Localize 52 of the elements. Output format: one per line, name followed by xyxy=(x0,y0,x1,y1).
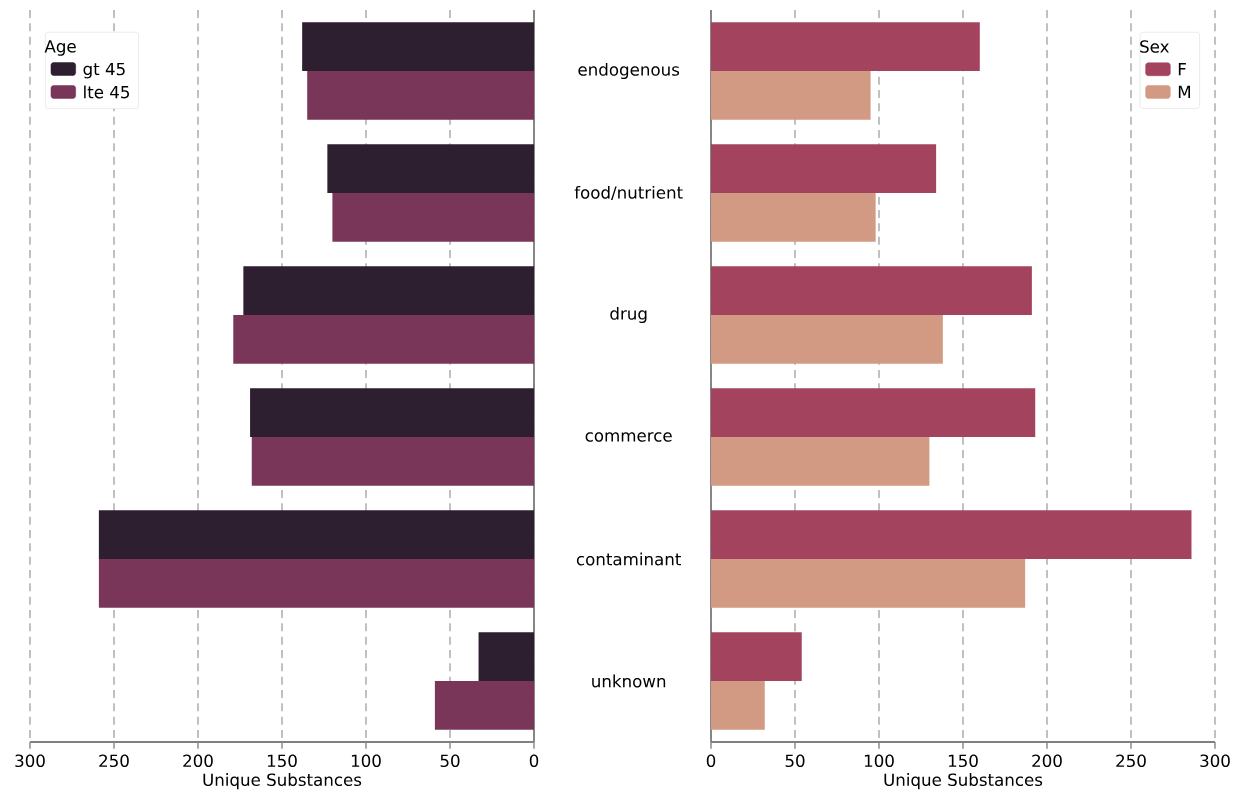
bar xyxy=(711,144,937,193)
x-axis-title: Unique Substances xyxy=(884,773,1043,790)
bar xyxy=(711,559,1026,608)
y-tick-label: drug xyxy=(610,306,647,324)
bar xyxy=(711,266,1032,315)
x-tick-label: 150 xyxy=(948,754,978,768)
bar xyxy=(307,71,534,120)
bar xyxy=(302,22,534,71)
bar xyxy=(251,437,534,486)
legend-title: Age xyxy=(44,40,76,56)
x-tick-label: 50 xyxy=(785,754,805,768)
legend-label: F xyxy=(1178,63,1186,76)
legend-label: M xyxy=(1178,85,1190,98)
bar xyxy=(332,193,534,242)
x-tick-label: 150 xyxy=(267,754,297,768)
bar xyxy=(434,680,534,730)
legend-label: gt 45 xyxy=(83,62,125,79)
x-axis-title: Unique Substances xyxy=(203,773,362,790)
bar xyxy=(711,71,871,120)
bar xyxy=(711,510,1192,559)
x-tick-label: 300 xyxy=(1200,754,1230,768)
legend-label: lte 45 xyxy=(84,85,130,99)
bar xyxy=(250,388,534,437)
x-tick-label: 0 xyxy=(529,754,539,768)
x-tick-label: 50 xyxy=(440,754,460,768)
bar xyxy=(327,144,534,193)
bar xyxy=(98,510,534,559)
y-tick-label: food/nutrient xyxy=(574,185,683,201)
x-tick-label: 300 xyxy=(15,754,45,768)
x-tick-label: 100 xyxy=(351,754,381,768)
x-tick-label: 0 xyxy=(706,754,716,768)
bar xyxy=(478,632,534,681)
bar xyxy=(711,315,943,364)
legend-title: Sex xyxy=(1140,40,1169,53)
x-tick-label: 200 xyxy=(1032,754,1062,768)
bar xyxy=(233,315,534,364)
y-tick-label: contaminant xyxy=(576,552,681,566)
bar xyxy=(711,193,876,242)
bar xyxy=(711,22,980,71)
x-tick-label: 250 xyxy=(1116,754,1146,768)
x-tick-label: 100 xyxy=(864,754,894,768)
bar xyxy=(711,632,802,681)
x-tick-label: 200 xyxy=(183,754,213,768)
bar xyxy=(98,559,534,608)
bar xyxy=(711,388,1036,437)
bar xyxy=(711,437,930,486)
y-tick-label: commerce xyxy=(585,432,672,442)
y-tick-label: unknown xyxy=(592,674,666,688)
x-tick-label: 250 xyxy=(99,754,129,768)
y-tick-label: endogenous xyxy=(578,62,680,80)
bar xyxy=(243,266,534,315)
bar xyxy=(711,680,765,730)
